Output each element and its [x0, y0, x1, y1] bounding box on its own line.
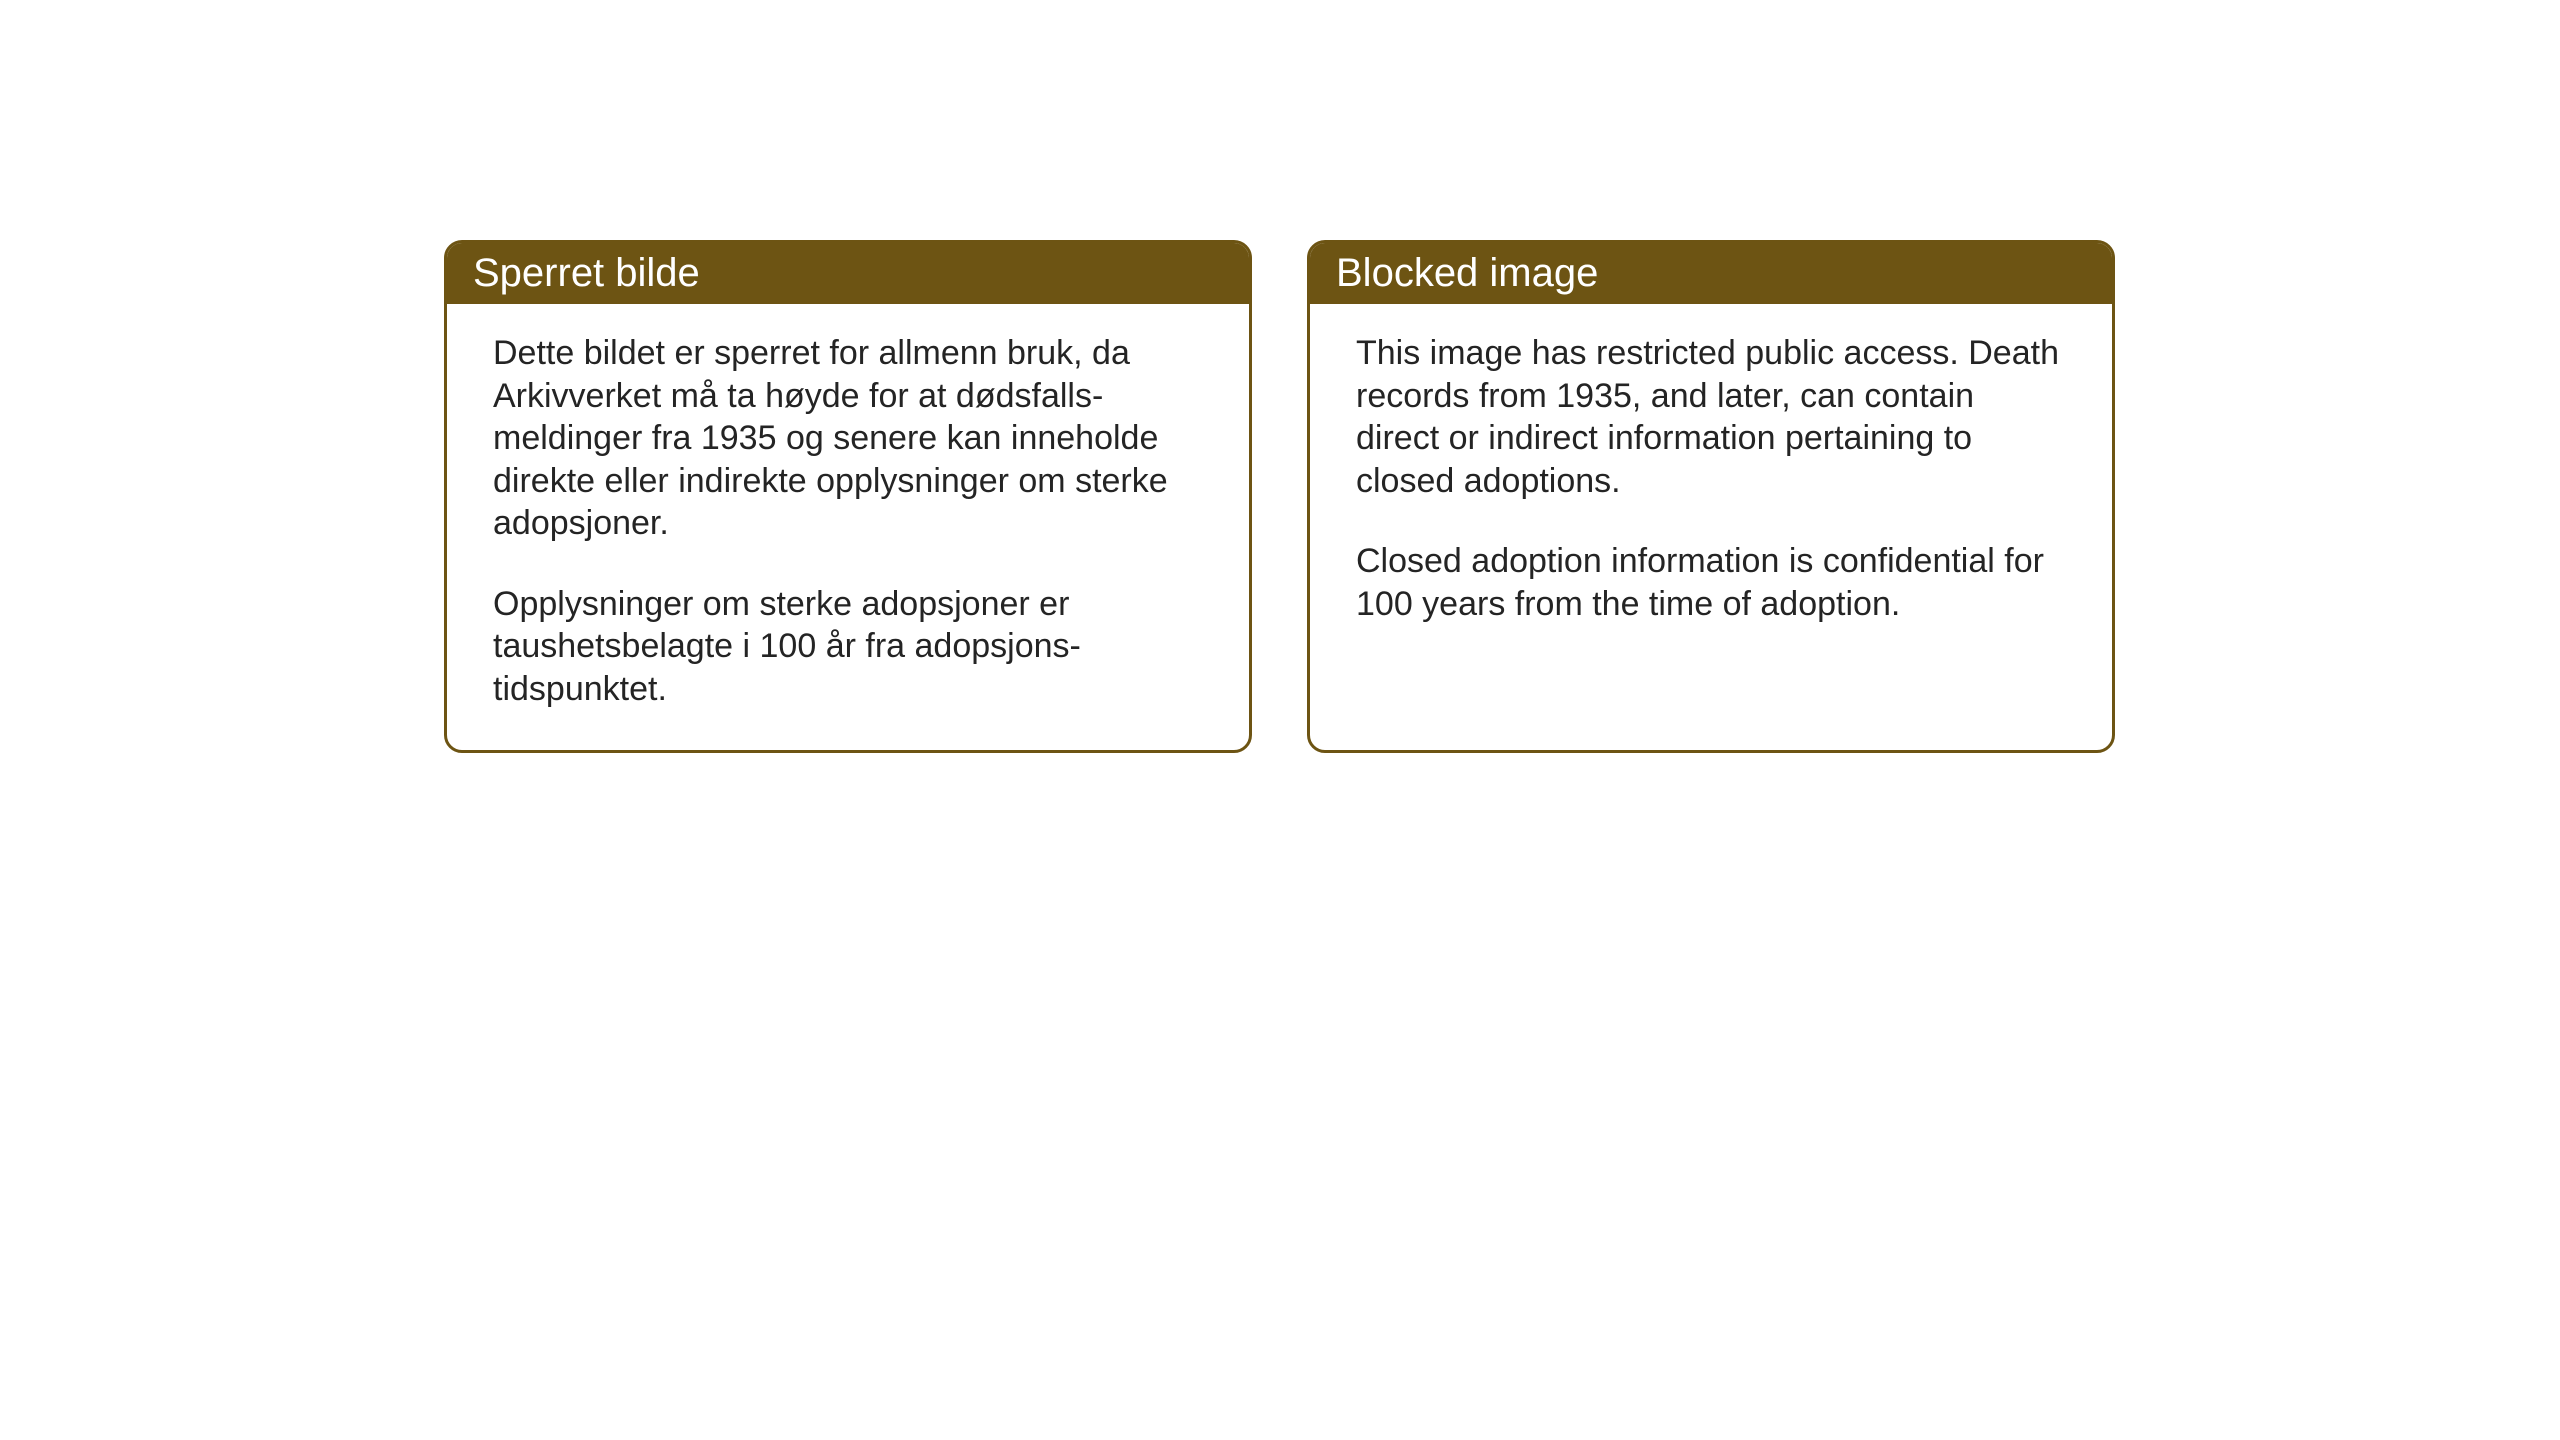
cards-container: Sperret bilde Dette bildet er sperret fo… [444, 240, 2115, 753]
card-norwegian: Sperret bilde Dette bildet er sperret fo… [444, 240, 1252, 753]
card-norwegian-title: Sperret bilde [473, 251, 700, 295]
card-english-paragraph-1: This image has restricted public access.… [1356, 332, 2066, 502]
card-norwegian-header: Sperret bilde [447, 243, 1249, 304]
card-norwegian-paragraph-2: Opplysninger om sterke adopsjoner er tau… [493, 583, 1203, 711]
card-english-header: Blocked image [1310, 243, 2112, 304]
card-norwegian-body: Dette bildet er sperret for allmenn bruk… [447, 304, 1249, 750]
card-english-body: This image has restricted public access.… [1310, 304, 2112, 665]
card-english-title: Blocked image [1336, 251, 1598, 295]
card-english-paragraph-2: Closed adoption information is confident… [1356, 540, 2066, 625]
card-norwegian-paragraph-1: Dette bildet er sperret for allmenn bruk… [493, 332, 1203, 545]
card-english: Blocked image This image has restricted … [1307, 240, 2115, 753]
